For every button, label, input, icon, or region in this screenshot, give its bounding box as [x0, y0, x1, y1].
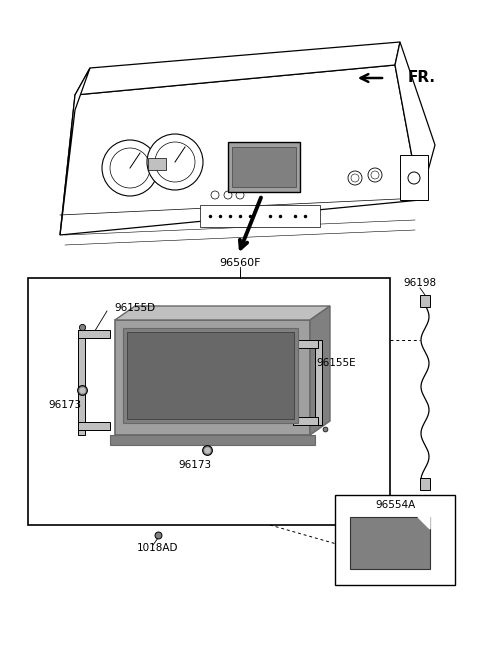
- Text: 96173: 96173: [179, 460, 212, 470]
- Bar: [78, 422, 110, 430]
- Polygon shape: [60, 65, 420, 235]
- Bar: [78, 330, 85, 435]
- Bar: [110, 435, 315, 445]
- Polygon shape: [60, 68, 90, 235]
- Circle shape: [155, 142, 195, 182]
- Bar: [28, 278, 390, 525]
- Circle shape: [236, 191, 244, 199]
- Polygon shape: [310, 306, 330, 435]
- Text: 96155E: 96155E: [316, 358, 356, 368]
- Bar: [335, 495, 455, 585]
- Bar: [400, 155, 428, 200]
- Polygon shape: [395, 42, 435, 200]
- Polygon shape: [418, 517, 430, 529]
- Bar: [350, 517, 430, 569]
- Bar: [228, 142, 300, 192]
- Bar: [232, 147, 296, 187]
- Text: FR.: FR.: [408, 70, 436, 85]
- Text: 96554A: 96554A: [375, 500, 415, 510]
- Circle shape: [110, 148, 150, 188]
- Bar: [293, 417, 318, 425]
- Bar: [127, 332, 294, 419]
- Circle shape: [211, 191, 219, 199]
- Bar: [123, 328, 298, 423]
- Text: 96155D: 96155D: [114, 303, 156, 313]
- Bar: [420, 478, 430, 490]
- Bar: [315, 340, 322, 425]
- Circle shape: [371, 171, 379, 179]
- Circle shape: [408, 172, 420, 184]
- Bar: [200, 205, 320, 227]
- Polygon shape: [115, 306, 330, 320]
- Text: 96173: 96173: [48, 400, 82, 410]
- Circle shape: [351, 174, 359, 182]
- Bar: [148, 158, 166, 170]
- Bar: [115, 320, 310, 435]
- Bar: [78, 330, 110, 338]
- Circle shape: [348, 171, 362, 185]
- Polygon shape: [75, 42, 400, 95]
- Text: 1018AD: 1018AD: [137, 543, 179, 553]
- Bar: [420, 295, 430, 307]
- Circle shape: [224, 191, 232, 199]
- Text: 96560F: 96560F: [219, 258, 261, 268]
- Bar: [293, 340, 318, 348]
- Circle shape: [147, 134, 203, 190]
- Circle shape: [102, 140, 158, 196]
- Circle shape: [368, 168, 382, 182]
- Text: 96198: 96198: [403, 278, 437, 288]
